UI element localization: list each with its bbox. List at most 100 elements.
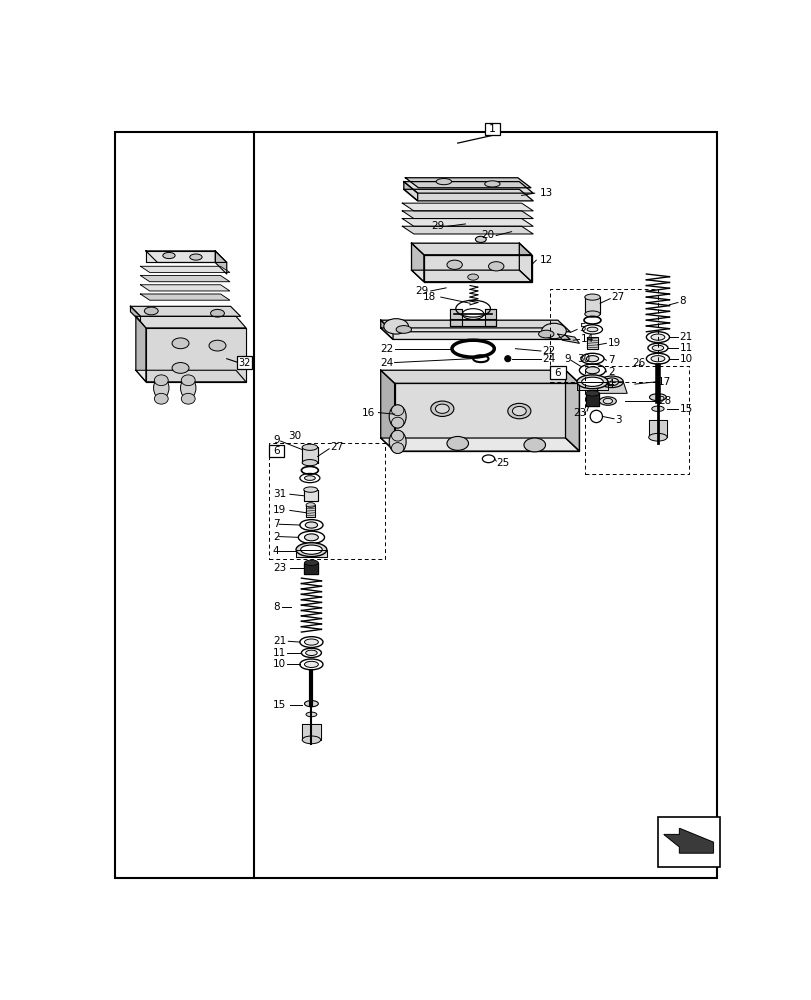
Text: 13: 13 bbox=[539, 188, 552, 198]
Polygon shape bbox=[131, 306, 240, 316]
Ellipse shape bbox=[391, 430, 403, 441]
Ellipse shape bbox=[650, 356, 664, 362]
Polygon shape bbox=[586, 337, 597, 349]
Polygon shape bbox=[304, 563, 318, 574]
Text: 29: 29 bbox=[431, 221, 444, 231]
Polygon shape bbox=[140, 266, 230, 272]
Ellipse shape bbox=[300, 545, 322, 554]
Ellipse shape bbox=[384, 319, 408, 334]
Ellipse shape bbox=[305, 522, 317, 528]
Ellipse shape bbox=[581, 377, 603, 386]
Ellipse shape bbox=[507, 403, 530, 419]
Text: 6: 6 bbox=[554, 368, 560, 378]
Ellipse shape bbox=[585, 367, 599, 374]
Text: 2: 2 bbox=[272, 532, 279, 542]
Ellipse shape bbox=[446, 436, 468, 450]
Polygon shape bbox=[394, 383, 579, 451]
Polygon shape bbox=[135, 316, 246, 328]
Polygon shape bbox=[577, 382, 607, 389]
Text: 24: 24 bbox=[380, 358, 393, 368]
Ellipse shape bbox=[306, 712, 316, 717]
Polygon shape bbox=[140, 285, 230, 291]
Ellipse shape bbox=[303, 487, 317, 492]
Ellipse shape bbox=[599, 376, 623, 388]
Polygon shape bbox=[296, 550, 326, 557]
Polygon shape bbox=[411, 270, 531, 282]
Text: 27: 27 bbox=[330, 442, 344, 452]
Text: 32: 32 bbox=[238, 358, 251, 368]
Polygon shape bbox=[146, 328, 246, 382]
Ellipse shape bbox=[584, 294, 599, 300]
Ellipse shape bbox=[304, 534, 318, 541]
Ellipse shape bbox=[484, 181, 500, 187]
Text: 23: 23 bbox=[573, 408, 586, 418]
Polygon shape bbox=[449, 309, 461, 326]
Polygon shape bbox=[449, 319, 496, 326]
Polygon shape bbox=[215, 251, 226, 274]
Polygon shape bbox=[401, 226, 533, 234]
Ellipse shape bbox=[512, 406, 526, 416]
Text: 27: 27 bbox=[611, 292, 624, 302]
Ellipse shape bbox=[649, 394, 666, 401]
Text: 22: 22 bbox=[542, 346, 555, 356]
Text: 15: 15 bbox=[679, 404, 692, 414]
Ellipse shape bbox=[181, 375, 195, 386]
Bar bbox=[550, 366, 564, 379]
Ellipse shape bbox=[172, 338, 189, 349]
Ellipse shape bbox=[586, 327, 597, 332]
Polygon shape bbox=[380, 370, 579, 383]
Ellipse shape bbox=[475, 236, 486, 242]
Bar bbox=[268, 445, 284, 457]
Text: 19: 19 bbox=[607, 338, 620, 348]
Ellipse shape bbox=[446, 260, 461, 269]
Ellipse shape bbox=[651, 406, 663, 411]
Text: 18: 18 bbox=[423, 292, 436, 302]
Text: 21: 21 bbox=[679, 332, 692, 342]
Text: 24: 24 bbox=[542, 354, 555, 364]
Ellipse shape bbox=[163, 252, 175, 259]
Text: 25: 25 bbox=[496, 458, 508, 468]
Ellipse shape bbox=[208, 340, 225, 351]
Ellipse shape bbox=[650, 334, 664, 340]
Text: 17: 17 bbox=[657, 377, 671, 387]
Text: 8: 8 bbox=[679, 296, 685, 306]
Ellipse shape bbox=[154, 393, 168, 404]
Ellipse shape bbox=[391, 417, 403, 428]
Polygon shape bbox=[557, 334, 579, 343]
Text: 4: 4 bbox=[607, 379, 614, 389]
Ellipse shape bbox=[180, 377, 195, 399]
Polygon shape bbox=[595, 382, 626, 393]
Ellipse shape bbox=[577, 375, 607, 389]
Polygon shape bbox=[401, 203, 533, 211]
Ellipse shape bbox=[304, 701, 318, 707]
Polygon shape bbox=[564, 370, 579, 451]
Polygon shape bbox=[405, 178, 530, 188]
Bar bbox=[657, 817, 719, 867]
Ellipse shape bbox=[296, 543, 326, 557]
Ellipse shape bbox=[144, 307, 158, 315]
Text: 26: 26 bbox=[631, 358, 645, 368]
Ellipse shape bbox=[599, 397, 616, 405]
Text: 20: 20 bbox=[480, 231, 493, 240]
Text: 10: 10 bbox=[272, 659, 285, 669]
Text: 3: 3 bbox=[615, 415, 621, 425]
Ellipse shape bbox=[190, 254, 202, 260]
Ellipse shape bbox=[586, 356, 598, 362]
Polygon shape bbox=[380, 328, 569, 339]
Text: 1: 1 bbox=[488, 124, 496, 134]
Ellipse shape bbox=[304, 639, 318, 645]
Polygon shape bbox=[135, 316, 146, 382]
Polygon shape bbox=[140, 294, 230, 300]
Polygon shape bbox=[584, 297, 599, 314]
Text: 9: 9 bbox=[272, 435, 279, 445]
Ellipse shape bbox=[467, 274, 478, 280]
Text: 29: 29 bbox=[415, 286, 428, 296]
Ellipse shape bbox=[172, 363, 189, 373]
Ellipse shape bbox=[604, 378, 618, 386]
Ellipse shape bbox=[210, 309, 224, 317]
Ellipse shape bbox=[648, 433, 667, 441]
Ellipse shape bbox=[523, 438, 545, 452]
Text: 6: 6 bbox=[273, 446, 280, 456]
Ellipse shape bbox=[391, 443, 403, 453]
Ellipse shape bbox=[306, 503, 315, 507]
